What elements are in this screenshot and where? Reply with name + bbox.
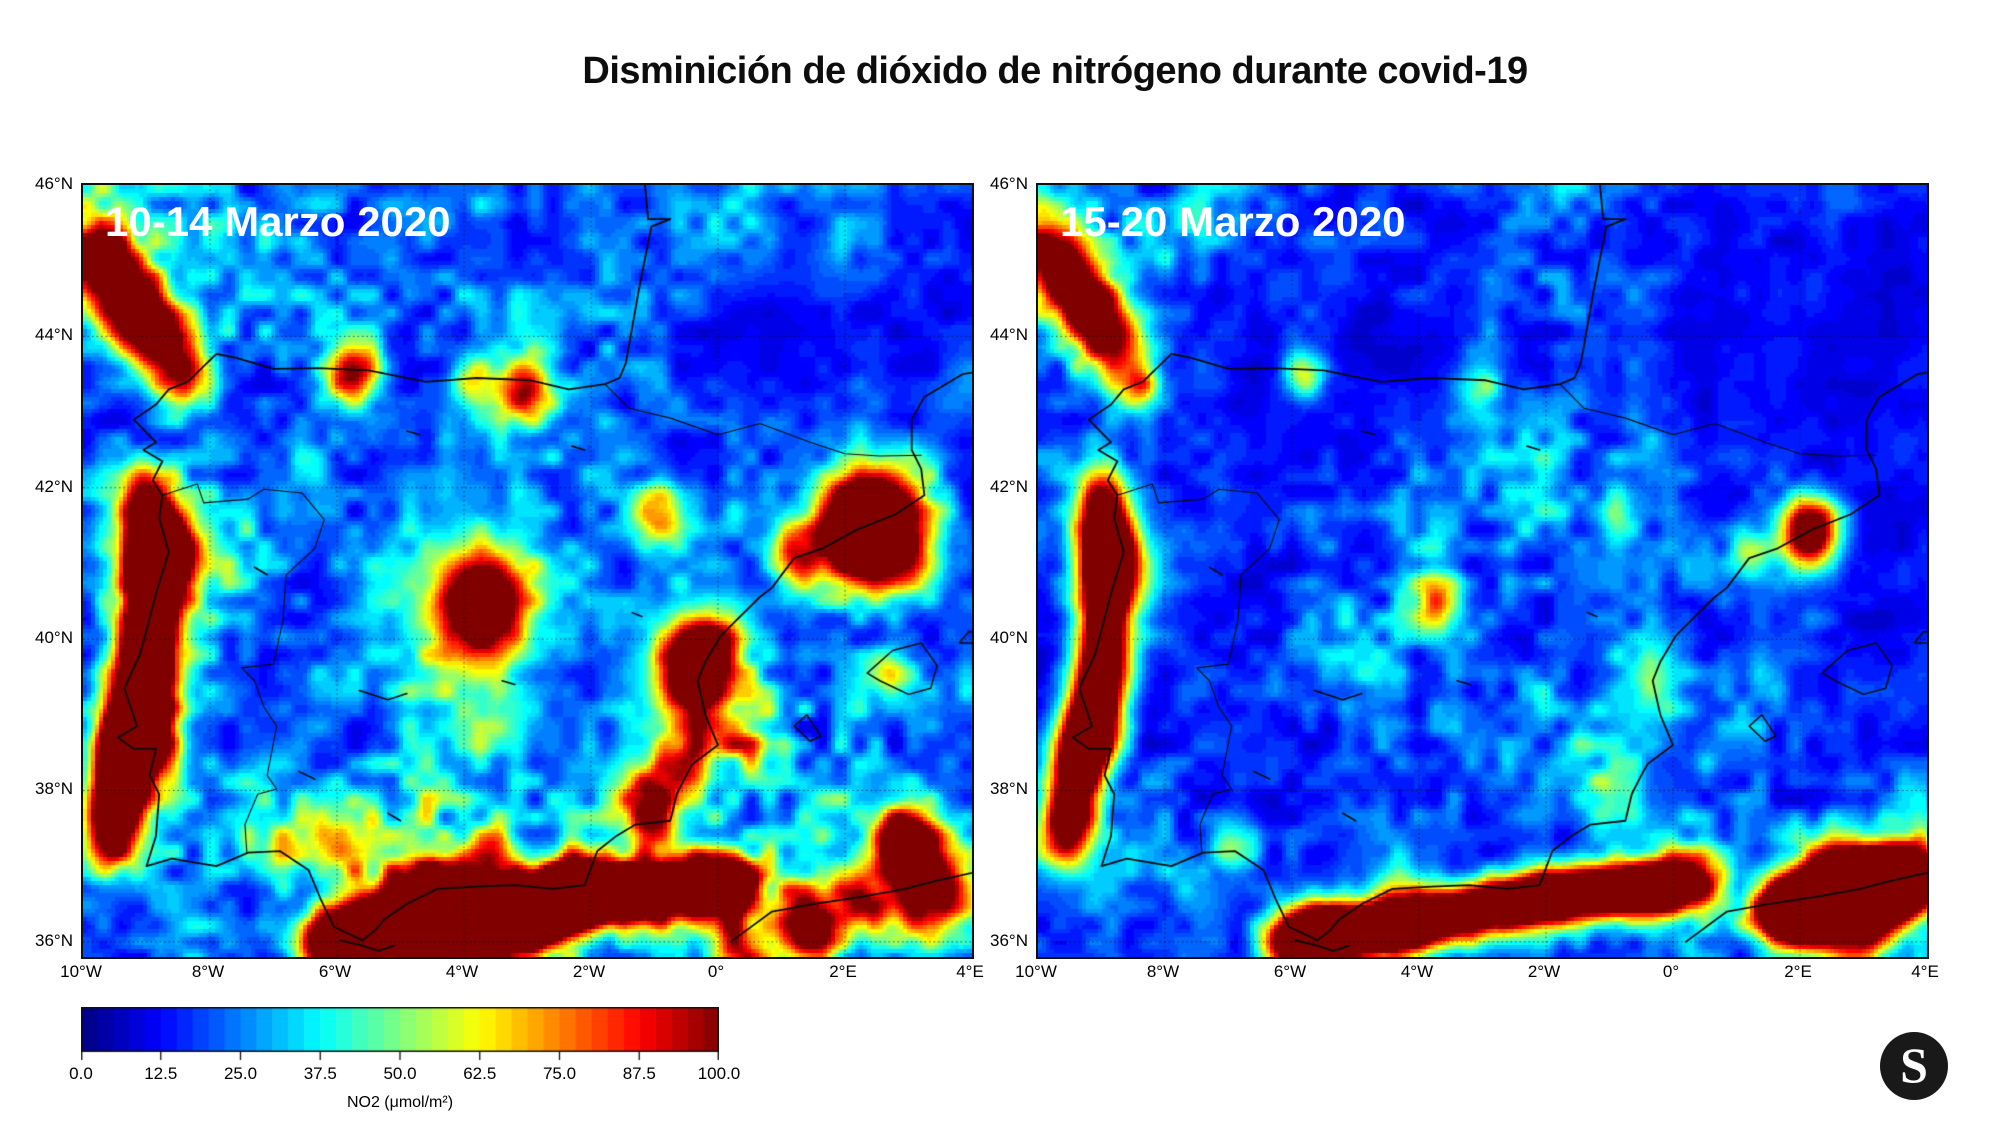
lat-tick-label: 36°N (35, 930, 73, 950)
colorbar-tick-label: 75.0 (542, 1064, 577, 1083)
lon-tick-label: 6°W (318, 962, 352, 981)
lat-tick-label: 38°N (990, 779, 1028, 799)
lon-tick-label: 10°W (1015, 962, 1057, 981)
colorbar (81, 1007, 719, 1070)
colorbar-tick-label: 50.0 (383, 1064, 417, 1083)
lat-tick-label: 44°N (990, 325, 1028, 345)
lon-tick-label: 2°W (1527, 962, 1561, 981)
colorbar-tick-label: 87.5 (622, 1064, 656, 1083)
lat-tick-label: 40°N (35, 628, 73, 648)
lat-tick-label: 38°N (35, 779, 73, 799)
colorbar-tick-label: 25.0 (223, 1064, 258, 1083)
science-logo: S (1880, 1032, 1948, 1100)
lon-tick-label: 2°E (829, 962, 857, 981)
colorbar-tick-label: 37.5 (303, 1064, 337, 1083)
science-logo-letter: S (1900, 1037, 1928, 1093)
colorbar-canvas (81, 1007, 719, 1065)
lon-tick-label: 2°E (1784, 962, 1812, 981)
lon-tick-label: 8°W (1146, 962, 1180, 981)
colorbar-tick-label: 100.0 (697, 1064, 741, 1083)
colorbar-tick-label: 62.5 (463, 1064, 497, 1083)
colorbar-axis-label: NO2 (μmol/m²) (346, 1094, 454, 1111)
colorbar-tick-label: 12.5 (144, 1064, 178, 1083)
lon-tick-label: 6°W (1273, 962, 1307, 981)
lon-tick-label: 8°W (191, 962, 225, 981)
lon-tick-label: 0° (1662, 962, 1680, 981)
lat-tick-label: 46°N (990, 174, 1028, 193)
lon-tick-label: 4°W (445, 962, 479, 981)
figure-title: Disminición de dióxido de nitrógeno dura… (582, 50, 1528, 92)
map-panel-right: 15-20 Marzo 2020 (1036, 183, 1929, 959)
panel-date-label-2: 15-20 Marzo 2020 (1060, 198, 1406, 245)
panel-date-label-1: 10-14 Marzo 2020 (105, 198, 451, 245)
no2-heatmap-canvas-period2 (1038, 185, 1927, 957)
lon-tick-label: 0° (707, 962, 725, 981)
colorbar-tick-label: 0.0 (69, 1064, 93, 1083)
lat-tick-label: 44°N (35, 325, 73, 345)
lon-tick-label: 4°E (956, 962, 984, 981)
lon-tick-label: 10°W (60, 962, 102, 981)
lon-tick-label: 4°E (1911, 962, 1939, 981)
lon-tick-label: 2°W (572, 962, 606, 981)
lat-tick-label: 46°N (35, 174, 73, 193)
lat-tick-label: 42°N (990, 476, 1028, 496)
map-panel-left: 10-14 Marzo 2020 (81, 183, 974, 959)
no2-heatmap-canvas-period1 (83, 185, 972, 957)
lon-tick-label: 4°W (1400, 962, 1434, 981)
lat-tick-label: 42°N (35, 476, 73, 496)
lat-tick-label: 36°N (990, 930, 1028, 950)
lat-tick-label: 40°N (990, 628, 1028, 648)
